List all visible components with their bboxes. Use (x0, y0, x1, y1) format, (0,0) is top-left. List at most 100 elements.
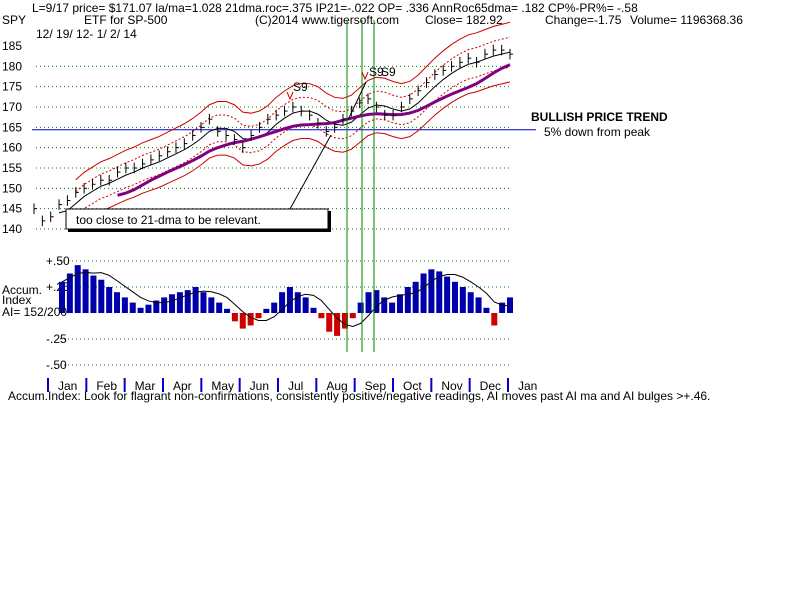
month-tick-label: Dec (480, 379, 501, 393)
accum-bar (216, 302, 223, 313)
header-indicators: L=9/17 price= $171.07 la/ma=1.028 21dma.… (32, 1, 638, 15)
accum-bar (420, 273, 427, 313)
accum-bar (82, 269, 89, 313)
symbol-label: SPY (2, 13, 26, 27)
sell-arrow-icon (361, 71, 369, 81)
accum-bar (294, 292, 301, 313)
upper-band-outer (75, 21, 511, 181)
price-y-tick-label: 175 (2, 80, 22, 94)
accum-bar (137, 307, 144, 313)
accum-bar (412, 281, 419, 313)
accum-bar (106, 287, 113, 313)
accum-bar (169, 294, 176, 313)
month-tick-label: May (211, 379, 234, 393)
month-tick-label: Sep (365, 379, 387, 393)
accum-bar (114, 292, 121, 313)
copyright-label: (C)2014 www.tigersoft.com (255, 13, 399, 27)
price-gridlines (36, 65, 510, 230)
month-axis: Jan Feb Mar Apr May Jun Jul Aug Sep Oct Nov Dec Jan (47, 378, 537, 393)
description-label: ETF for SP-500 (84, 13, 168, 27)
accum-bar (176, 292, 183, 313)
accum-bar (192, 287, 199, 313)
accum-bar (365, 292, 372, 313)
lower-band-inner (75, 66, 511, 216)
accum-bar (129, 302, 136, 313)
date-range-label: 12/ 19/ 12- 1/ 2/ 14 (36, 27, 137, 41)
accum-bar (98, 279, 105, 313)
accum-bar (428, 269, 435, 313)
price-y-tick-label: 160 (2, 141, 22, 155)
month-tick-label: Feb (96, 379, 117, 393)
accum-gridlines (60, 260, 510, 366)
accum-bar (224, 308, 231, 313)
accum-bar (310, 307, 317, 313)
accum-bar (507, 297, 513, 313)
lower-band-outer (75, 81, 511, 228)
price-y-tick-label: 140 (2, 222, 22, 236)
accum-bar (145, 304, 152, 313)
price-y-tick-label: 165 (2, 120, 22, 134)
accum-bar (444, 276, 451, 313)
accum-bar (255, 313, 262, 319)
price-y-tick-labels: 185 180 175 170 165 160 155 150 145 140 (2, 39, 22, 236)
volume-label: Volume= 1196368.36 (630, 13, 743, 27)
peak-label: 5% down from peak (544, 125, 651, 139)
accum-bar (357, 302, 364, 313)
accum-bar (286, 287, 293, 313)
price-y-tick-label: 185 (2, 39, 22, 53)
month-tick-label: Jul (288, 379, 303, 393)
accum-y-tick-label: +.50 (46, 254, 70, 268)
accum-bar (153, 300, 160, 313)
accum-bar (499, 302, 506, 313)
accum-y-tick-label: +.25 (46, 280, 70, 294)
note-pointer-line (289, 134, 332, 210)
month-tick-label: Jan (518, 379, 537, 393)
accum-bar (381, 297, 388, 313)
month-tick-label: Aug (326, 379, 347, 393)
accum-bar (208, 297, 215, 313)
accum-bar (451, 281, 458, 313)
accum-bar (373, 290, 380, 313)
month-tick-label: Jun (250, 379, 269, 393)
accum-bar (90, 275, 97, 313)
accum-bar (121, 297, 128, 313)
accum-bar (318, 313, 325, 319)
month-tick-label: Nov (441, 379, 462, 393)
month-tick-label: Oct (403, 379, 422, 393)
s9-pointer-line (347, 81, 367, 121)
accum-y-tick-label: -.50 (46, 358, 67, 372)
accum-bar (483, 307, 490, 313)
accum-label: Accum. (2, 283, 42, 297)
ai-value-label: AI= 152/200 (2, 305, 67, 319)
note-box-shadow (68, 229, 331, 232)
note-box-shadow (328, 211, 331, 231)
accum-bar (475, 297, 482, 313)
accum-bar (271, 302, 278, 313)
month-tick-label: Jan (58, 379, 77, 393)
accum-bar (467, 292, 474, 313)
price-y-tick-label: 170 (2, 100, 22, 114)
accum-bar (239, 313, 246, 329)
s9-label-1: S9 (293, 80, 308, 94)
accum-bar (59, 281, 65, 313)
accum-bar (491, 313, 498, 326)
change-label: Change=-1.75 (545, 13, 622, 27)
month-tick-label: Mar (135, 379, 156, 393)
accum-bar (389, 302, 396, 313)
accum-bar (349, 313, 356, 319)
price-bars (33, 44, 513, 227)
accum-bar (279, 292, 286, 313)
accum-bar (404, 287, 411, 313)
accum-ma-line (61, 271, 511, 328)
accum-bar (200, 292, 207, 313)
accum-y-tick-label: -.25 (46, 332, 67, 346)
accum-bars (59, 265, 513, 336)
accum-bar (74, 265, 81, 313)
footer-note: Accum.Index: Look for flagrant non-confi… (8, 389, 710, 403)
accum-bar (396, 294, 403, 313)
upper-band-inner (75, 36, 511, 193)
index-label: Index (2, 293, 31, 307)
price-y-tick-label: 180 (2, 59, 22, 73)
accum-bar (66, 273, 73, 313)
